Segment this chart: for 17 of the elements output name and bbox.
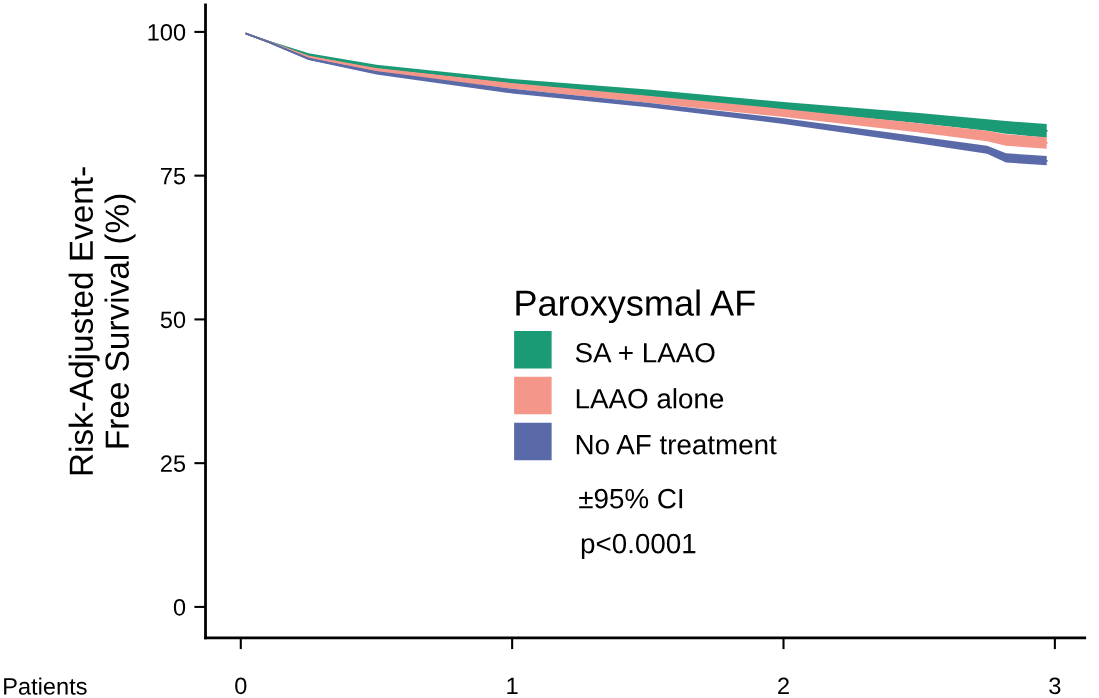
legend-title: Paroxysmal AF — [516, 289, 755, 324]
y-tick-label: 50 — [160, 311, 186, 329]
y-tick-label: 100 — [148, 23, 186, 41]
x-tick-label: 0 — [235, 677, 247, 695]
x-tick-label: 2 — [778, 677, 789, 694]
y-tick-label: 75 — [161, 167, 186, 185]
annotation: ±95% CI — [579, 488, 683, 509]
y-axis-title: Risk-Adjusted Event- Free Survival (%) — [68, 167, 136, 475]
x-tick-label: 1 — [507, 677, 518, 694]
text: Patients — [4, 677, 87, 695]
y-tick-label: 25 — [161, 455, 186, 472]
y-tick-label: 0 — [173, 598, 186, 616]
legend-label: SA + LAAO — [575, 342, 715, 363]
legend-label: LAAO alone — [576, 388, 724, 409]
legend-label: No AF treatment — [576, 435, 777, 455]
x-tick-label: 3 — [1049, 677, 1061, 695]
annotation: p<0.0001 — [581, 533, 696, 559]
